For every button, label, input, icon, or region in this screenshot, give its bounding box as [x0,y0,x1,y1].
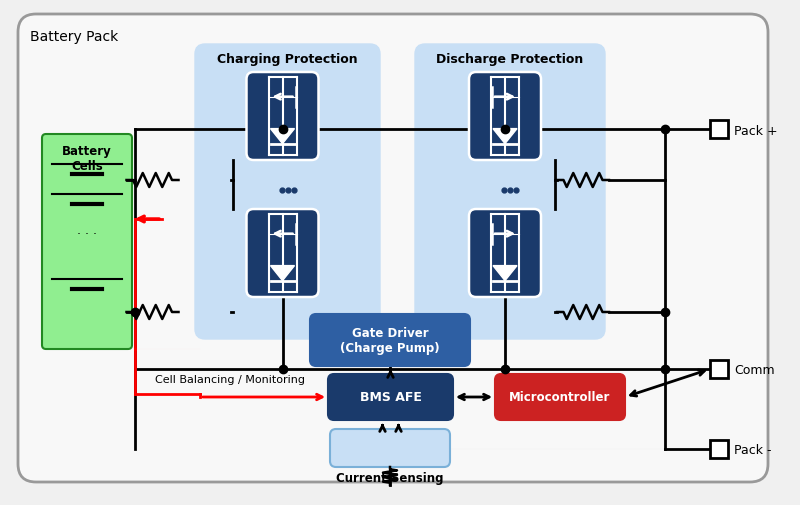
Text: Cell Balancing / Monitoring: Cell Balancing / Monitoring [155,374,305,384]
Text: Pack +: Pack + [734,124,778,137]
Text: Battery Pack: Battery Pack [30,30,118,44]
FancyBboxPatch shape [495,374,625,420]
Text: · · ·: · · · [77,228,97,241]
Text: Pack -: Pack - [734,443,771,457]
Polygon shape [493,266,517,281]
Bar [710,440,728,458]
Polygon shape [270,129,294,144]
FancyBboxPatch shape [246,73,318,161]
FancyBboxPatch shape [330,429,450,467]
FancyBboxPatch shape [469,210,541,297]
Text: Comm: Comm [734,364,774,377]
Text: Battery
Cells: Battery Cells [62,145,112,173]
Text: Gate Driver
(Charge Pump): Gate Driver (Charge Pump) [340,326,440,355]
Text: Discharge Protection: Discharge Protection [436,53,584,66]
Text: Microcontroller: Microcontroller [510,391,610,403]
Bar [710,121,728,139]
FancyBboxPatch shape [328,374,453,420]
Text: Current Sensing: Current Sensing [336,471,444,484]
FancyBboxPatch shape [18,15,768,482]
FancyBboxPatch shape [310,315,470,366]
FancyBboxPatch shape [246,210,318,297]
Text: Charging Protection: Charging Protection [217,53,358,66]
FancyBboxPatch shape [42,135,132,349]
FancyBboxPatch shape [469,73,541,161]
Polygon shape [493,129,517,144]
Polygon shape [270,266,294,281]
Text: BMS AFE: BMS AFE [359,391,422,403]
Bar [710,360,728,378]
FancyBboxPatch shape [195,45,380,339]
FancyBboxPatch shape [415,45,605,339]
